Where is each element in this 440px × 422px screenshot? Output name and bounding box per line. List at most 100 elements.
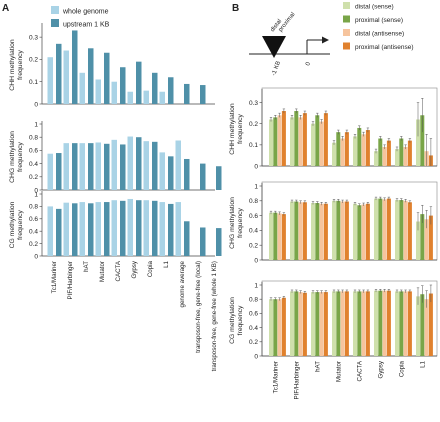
x-tick-label: PIF/Harbinger: [294, 361, 301, 400]
bar: [374, 198, 378, 260]
bar: [294, 201, 299, 260]
bar: [420, 214, 425, 260]
bar: [200, 163, 206, 190]
x-tick-label: transposon-free, gene-free (local): [195, 261, 202, 353]
bar: [79, 72, 85, 104]
bar: [407, 140, 412, 166]
x-tick-label: Mutator: [336, 361, 343, 382]
bar: [374, 151, 378, 166]
bar: [168, 203, 174, 256]
legend-b: distal (sense) proximal (sense) distal (an…: [343, 2, 414, 51]
bar: [269, 299, 273, 356]
bar: [136, 137, 142, 190]
bar: [399, 138, 404, 166]
y-tick-label: 0.3: [29, 34, 38, 41]
y-axis-title: frequency: [17, 141, 24, 171]
bar: [357, 291, 362, 356]
y-tick-label: 0: [34, 187, 38, 194]
bar: [281, 214, 286, 260]
legend-b-label: proximal (antisense): [355, 44, 414, 51]
bar: [311, 203, 315, 260]
bar: [336, 291, 341, 356]
legend-a-swatch: [51, 6, 59, 14]
y-axis-title: CHG methylation: [9, 131, 16, 183]
bar: [340, 138, 345, 166]
y-tick-label: 0.6: [249, 311, 258, 318]
bar: [386, 198, 391, 260]
bar: [136, 61, 142, 104]
bar: [269, 212, 273, 260]
bar: [357, 127, 362, 166]
bar: [152, 72, 158, 104]
bar: [424, 299, 429, 356]
y-tick-label: 0.8: [29, 135, 38, 142]
bar: [315, 203, 320, 260]
x-tick-label: Tc1/Mariner: [273, 361, 280, 393]
bar: [88, 48, 94, 104]
y-tick-label: 0.6: [29, 216, 38, 223]
bar: [72, 30, 78, 105]
bar: [95, 202, 101, 256]
bar: [273, 212, 278, 260]
bar: [315, 115, 320, 166]
bar: [184, 83, 190, 104]
bar: [416, 221, 420, 260]
y-axis-title: CHH methylation: [229, 103, 236, 155]
schematic-zero-label: 0: [305, 61, 312, 67]
chart-b-2: 0 0.2 0.4 0.6 0.8 1 CHG methylation frequency: [229, 181, 438, 264]
bar: [340, 201, 345, 260]
promoter-schematic: distal proximal -1 KB 0: [249, 12, 330, 77]
bar: [184, 158, 190, 190]
legend-b-swatch: [343, 42, 350, 50]
bar: [357, 205, 362, 260]
bar: [361, 134, 366, 166]
bar: [104, 143, 110, 190]
bar: [353, 291, 357, 356]
bar: [332, 142, 336, 166]
tss-arrow-icon: [322, 36, 329, 44]
bar: [47, 206, 53, 256]
bar: [407, 202, 412, 260]
x-tick-label: transposon-free, gene-free (whole 1 KB): [211, 261, 218, 371]
bar: [277, 299, 282, 356]
bar: [361, 204, 366, 260]
bar: [382, 199, 387, 260]
bar: [332, 291, 336, 356]
y-axis-title: CG methylation: [9, 201, 16, 248]
bar: [175, 202, 181, 256]
chart-a-2: 0 0.2 0.4 0.6 0.8 1 CHG methylation frequency: [9, 121, 222, 194]
bar: [47, 153, 53, 190]
bar: [323, 292, 328, 356]
chart-b-3: 0 0.2 0.4 0.6 0.8 1 CG methylation frequency Tc1…: [229, 280, 438, 400]
bar: [365, 203, 370, 260]
transposon-triangle-icon: [262, 36, 286, 58]
bar: [344, 291, 349, 356]
x-tick-label: Tc1/Mariner: [51, 261, 58, 293]
bar: [269, 119, 273, 166]
x-tick-label: Gypsy: [378, 360, 385, 378]
x-tick-label: L1: [163, 260, 170, 267]
bar: [56, 43, 62, 104]
bar: [319, 203, 324, 260]
bar: [63, 143, 69, 190]
bar: [290, 117, 294, 166]
bar: [120, 67, 126, 104]
bar: [277, 115, 282, 166]
y-tick-label: 0.2: [29, 57, 38, 64]
bar: [200, 227, 206, 256]
bar: [95, 79, 101, 104]
bar: [302, 292, 307, 356]
y-tick-label: 0.4: [29, 161, 38, 168]
y-tick-label: 1: [34, 191, 38, 198]
x-tick-label: CACTA: [115, 260, 122, 281]
bar: [56, 153, 62, 190]
bar: [403, 291, 408, 356]
bar: [416, 119, 420, 166]
legend-b-label: distal (sense): [355, 4, 394, 11]
bar: [378, 138, 383, 166]
bar: [311, 123, 315, 166]
bar: [111, 81, 117, 104]
bar: [111, 139, 117, 190]
bar: [311, 292, 315, 356]
bar: [290, 291, 294, 356]
